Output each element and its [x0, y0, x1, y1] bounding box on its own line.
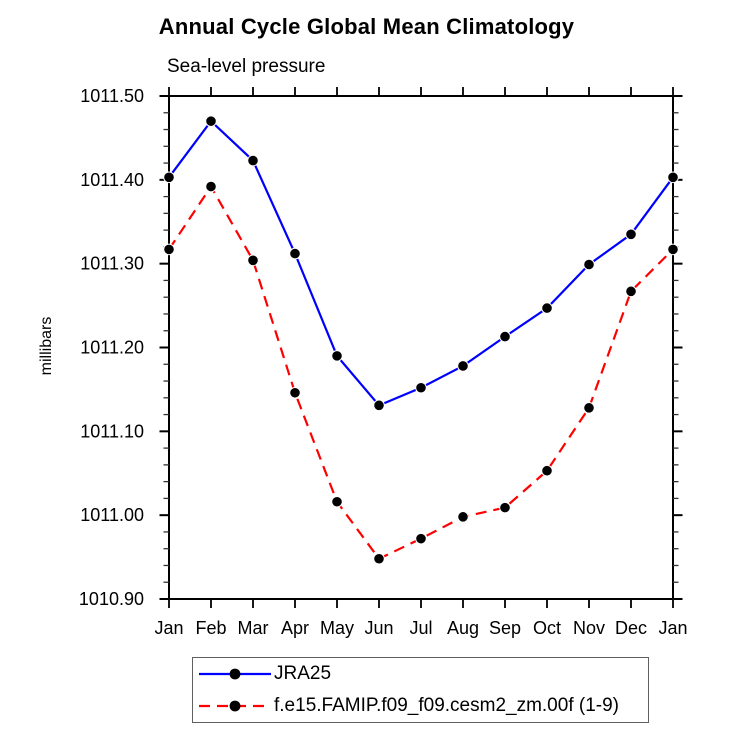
data-point-marker [541, 302, 553, 314]
data-point-marker [247, 154, 259, 167]
x-tick-label: Jan [154, 618, 183, 638]
plot-frame [168, 95, 674, 600]
legend-item-famip: f.e15.FAMIP.f09_f09.cesm2_zm.00f (1-9) [193, 690, 648, 721]
data-point-marker [457, 360, 469, 372]
legend-label: f.e15.FAMIP.f09_f09.cesm2_zm.00f (1-9) [274, 694, 619, 716]
data-point-marker [205, 115, 217, 127]
data-point-marker [163, 171, 175, 184]
data-point-marker [499, 501, 511, 514]
legend-line-sample-dashed-red [199, 700, 271, 712]
x-tick-label: Nov [573, 618, 605, 638]
legend-item-jra25: JRA25 [193, 659, 648, 690]
y-tick-label: 1011.50 [80, 86, 144, 106]
data-point-marker [163, 243, 175, 256]
y-tick-label: 1011.30 [80, 254, 144, 274]
chart-title: Annual Cycle Global Mean Climatology [158, 14, 575, 39]
y-tick-label: 1011.20 [80, 338, 144, 358]
y-tick-label: 1011.00 [80, 505, 144, 525]
data-point-marker [373, 552, 385, 565]
data-point-marker [331, 495, 343, 508]
data-point-marker [331, 350, 343, 362]
data-point-marker [667, 171, 679, 184]
data-point-marker [541, 464, 553, 477]
data-point-marker [373, 399, 385, 412]
data-point-marker [625, 228, 637, 241]
data-point-marker [583, 402, 595, 414]
data-point-marker [457, 511, 469, 523]
y-tick-label: 1010.90 [79, 589, 144, 609]
data-point-marker [289, 386, 301, 399]
data-point-marker [289, 247, 301, 260]
x-tick-label: Oct [533, 618, 561, 638]
x-tick-label: Jan [658, 618, 687, 638]
y-tick-label: 1011.40 [80, 170, 144, 190]
data-point-marker [247, 254, 259, 267]
x-tick-label: Sep [489, 618, 521, 638]
legend-line-sample-solid-blue [199, 668, 271, 680]
series-line-solid [168, 119, 674, 407]
data-point-marker [625, 285, 637, 298]
chart-subtitle: Sea-level pressure [167, 56, 326, 77]
data-point-marker [499, 330, 511, 343]
data-point-marker [667, 243, 679, 256]
x-tick-label: May [320, 618, 354, 638]
data-point-marker [205, 180, 217, 193]
x-tick-label: Dec [615, 618, 647, 638]
data-point-marker [415, 381, 427, 394]
x-tick-label: Apr [281, 618, 309, 638]
x-tick-label: Feb [195, 618, 226, 638]
legend-box: JRA25 f.e15.FAMIP.f09_f09.cesm2_zm.00f (… [192, 657, 649, 723]
x-tick-label: Jul [409, 618, 432, 638]
data-point-marker [415, 532, 427, 545]
x-tick-label: Jun [364, 618, 393, 638]
series-line-dashed [168, 184, 674, 561]
x-tick-label: Mar [238, 618, 269, 638]
x-tick-label: Aug [447, 618, 479, 638]
y-tick-label: 1011.10 [80, 421, 144, 441]
data-point-marker [583, 258, 595, 271]
legend-label: JRA25 [274, 663, 332, 685]
